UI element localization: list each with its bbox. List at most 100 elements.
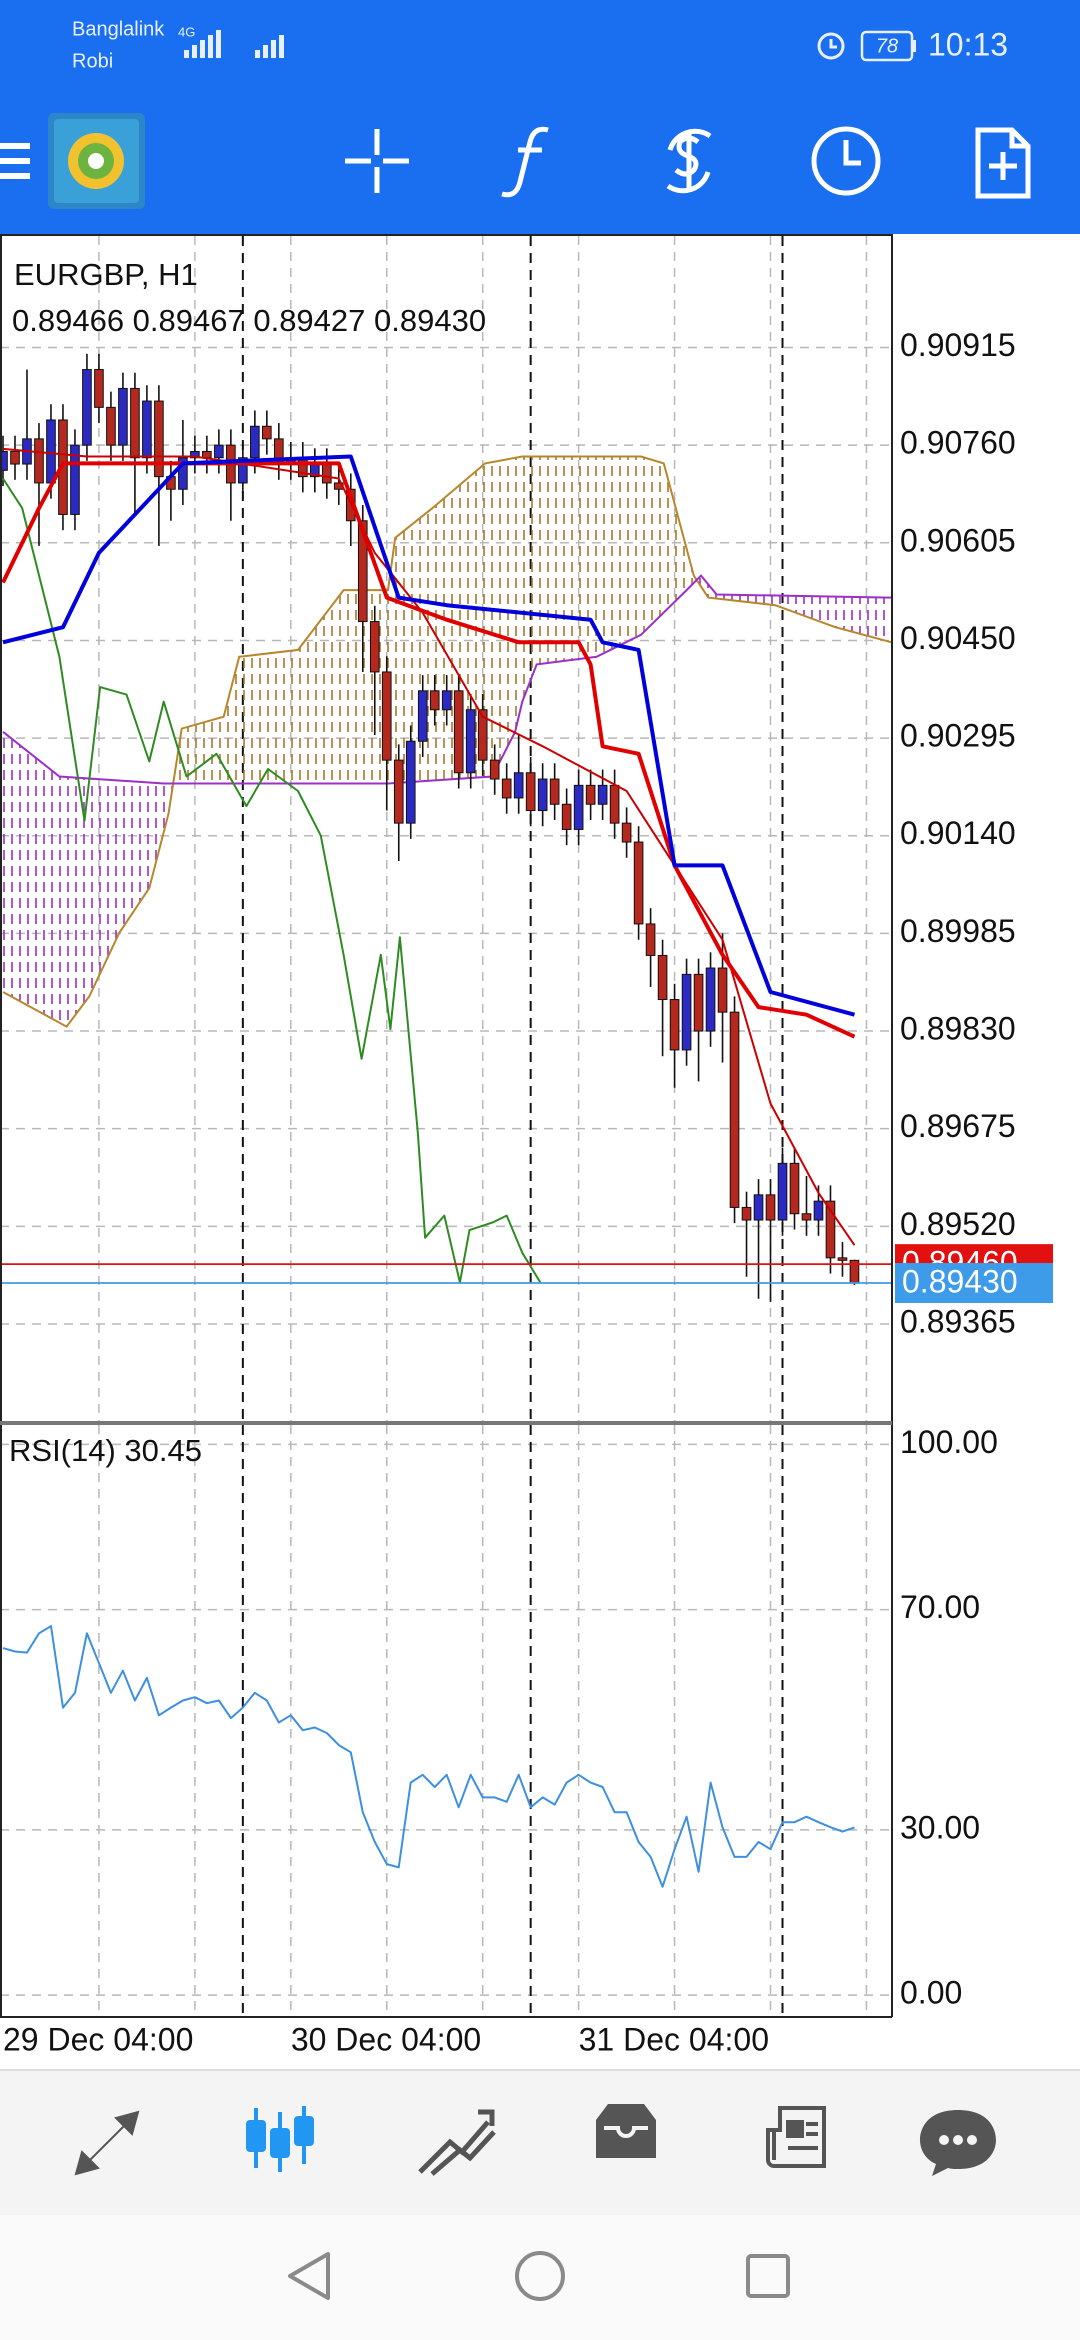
- candle-body: [585, 784, 596, 805]
- indicators-button[interactable]: [501, 126, 549, 198]
- series-line: [2, 1625, 855, 1888]
- candle-body: [597, 784, 608, 805]
- candle-body: [178, 457, 188, 490]
- candle-body: [405, 740, 416, 824]
- timeframe-button[interactable]: [811, 126, 881, 196]
- tab-quotes[interactable]: [74, 2110, 140, 2176]
- candle-body: [477, 709, 488, 761]
- y-tick-label: 0.89985: [900, 913, 1016, 949]
- candle-body: [813, 1200, 824, 1221]
- y-tick-label: 0.90915: [900, 327, 1016, 363]
- chart-title: RSI(14) 30.45: [9, 1433, 202, 1468]
- candle-body: [441, 690, 452, 711]
- candle-body: [465, 709, 476, 774]
- candle-body: [393, 759, 404, 824]
- candle-body: [106, 406, 116, 446]
- chart-layer: 0.90915 0.90760 0.90605 0.90450 0.90295 0.901…: [0, 236, 1053, 2057]
- recents-button[interactable]: [746, 2254, 790, 2298]
- candle-body: [94, 369, 104, 408]
- y-tick-label: 0.89520: [900, 1206, 1016, 1242]
- candle-body: [549, 778, 560, 805]
- candle-body: [70, 444, 80, 515]
- candle-body: [537, 778, 548, 812]
- home-button[interactable]: [515, 2251, 565, 2301]
- tab-trade[interactable]: [418, 2109, 496, 2176]
- candle-body: [681, 973, 692, 1051]
- y-tick-label: 0.90450: [900, 620, 1016, 656]
- app-logo[interactable]: [48, 113, 145, 209]
- candle-body: [777, 1162, 788, 1221]
- battery-tip: [912, 40, 916, 52]
- candle-body: [717, 967, 728, 1013]
- candle-body: [501, 778, 512, 799]
- candle-body: [765, 1194, 776, 1221]
- candle-body: [190, 450, 200, 459]
- candle-body: [729, 1011, 740, 1208]
- y-tick-label: 0.90140: [900, 815, 1016, 851]
- candle-body: [429, 690, 440, 711]
- x-tick-label: 31 Dec 04:00: [579, 2021, 769, 2057]
- candle-body: [250, 425, 260, 459]
- candle-body: [357, 520, 368, 623]
- menu-button[interactable]: [0, 143, 30, 179]
- chart-subtitle: 0.89466 0.89467 0.89427 0.89430: [12, 303, 486, 338]
- new-order-button[interactable]: [975, 127, 1031, 199]
- candle-body: [753, 1194, 764, 1221]
- candle-body: [381, 671, 392, 761]
- y-tick-label: 0.90605: [900, 522, 1016, 558]
- candle-body: [789, 1162, 800, 1215]
- senkou-line: [2, 455, 892, 1028]
- candle-body: [645, 923, 656, 956]
- candle-body: [0, 450, 8, 471]
- candle-body: [741, 1206, 752, 1221]
- candle-body: [321, 463, 332, 484]
- signal-icon: [184, 30, 284, 58]
- tab-bar: [0, 2070, 1080, 2215]
- candle-body: [202, 450, 212, 459]
- y-tick-label: 0.90295: [900, 718, 1016, 754]
- candle-body: [46, 419, 56, 484]
- tab-chart[interactable]: [246, 2106, 314, 2172]
- indicator-line: [2, 477, 542, 1284]
- tab-news[interactable]: [766, 2106, 826, 2168]
- clock: 10:13: [928, 26, 1008, 62]
- candle-body: [34, 438, 44, 484]
- candle-body: [118, 387, 128, 446]
- candle-body: [453, 690, 464, 774]
- candle-body: [10, 450, 20, 465]
- price-tag-label: 0.89430: [902, 1263, 1018, 1299]
- trade-button[interactable]: [666, 128, 712, 194]
- candle-body: [154, 400, 164, 478]
- y-tick-label: 0.90760: [900, 425, 1016, 461]
- tab-history[interactable]: [596, 2104, 656, 2158]
- crosshair-button[interactable]: [345, 129, 409, 193]
- candle-body: [489, 759, 500, 780]
- back-button[interactable]: [288, 2252, 330, 2300]
- chart-frame: [0, 234, 893, 2018]
- tab-chat[interactable]: [920, 2110, 996, 2176]
- y-tick-label: 30.00: [900, 1809, 980, 1845]
- candle-body: [705, 967, 716, 1032]
- indicator-line: [2, 454, 856, 1017]
- candle-body: [657, 954, 668, 1001]
- candle-body: [693, 973, 704, 1032]
- x-tick-label: 30 Dec 04:00: [291, 2021, 481, 2057]
- network-type: 4G: [178, 24, 195, 39]
- candle-body: [214, 444, 224, 459]
- carrier: Banglalink: [72, 18, 165, 40]
- price-tag: [895, 1263, 1053, 1304]
- candle-body: [130, 387, 140, 459]
- y-tick-label: 70.00: [900, 1589, 980, 1625]
- candle-body: [609, 784, 620, 824]
- y-tick-label: 0.00: [900, 1975, 962, 2011]
- candle-body: [142, 400, 152, 459]
- senkou-line: [2, 574, 892, 785]
- candle-body: [825, 1200, 836, 1259]
- candle-body: [633, 841, 644, 925]
- candle-body: [238, 457, 248, 484]
- plot: [0, 236, 892, 1421]
- battery-level: 78: [876, 35, 898, 57]
- alarm-icon: [817, 32, 845, 60]
